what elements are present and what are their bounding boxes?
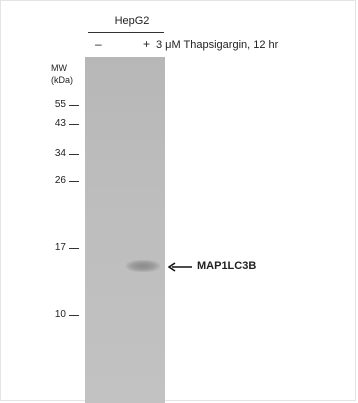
lane-label-untreated: – <box>95 37 102 51</box>
mw-marker-value: 26 <box>54 175 66 186</box>
mw-marker-value: 34 <box>54 148 66 159</box>
mw-marker-34: 34 <box>44 148 82 160</box>
blot-membrane <box>85 57 165 403</box>
mw-marker-tick <box>69 104 79 106</box>
mw-marker-43: 43 <box>44 118 82 130</box>
mw-title-line2: (kDa) <box>51 75 73 85</box>
cell-line-label: HepG2 <box>114 15 150 27</box>
treatment-label: 3 μM Thapsigargin, 12 hr <box>156 39 279 51</box>
protein-band <box>126 260 160 272</box>
mw-marker-tick <box>69 247 79 249</box>
mw-axis-title: MW (kDa) <box>51 62 73 86</box>
mw-marker-55: 55 <box>44 99 82 111</box>
mw-marker-10: 10 <box>44 309 82 321</box>
mw-marker-value: 17 <box>54 242 66 253</box>
left-arrow-icon <box>168 262 192 272</box>
mw-marker-value: 55 <box>54 99 66 110</box>
lane-label-treated: + <box>143 37 151 51</box>
mw-title-line1: MW <box>51 63 67 73</box>
mw-marker-17: 17 <box>44 242 82 254</box>
mw-marker-tick <box>69 314 79 316</box>
mw-marker-value: 10 <box>54 309 66 320</box>
mw-marker-value: 43 <box>54 118 66 129</box>
cell-line-rule <box>88 32 164 33</box>
mw-marker-tick <box>69 123 79 125</box>
mw-marker-tick <box>69 153 79 155</box>
mw-marker-26: 26 <box>44 175 82 187</box>
band-label: MAP1LC3B <box>197 260 257 272</box>
mw-marker-tick <box>69 180 79 182</box>
